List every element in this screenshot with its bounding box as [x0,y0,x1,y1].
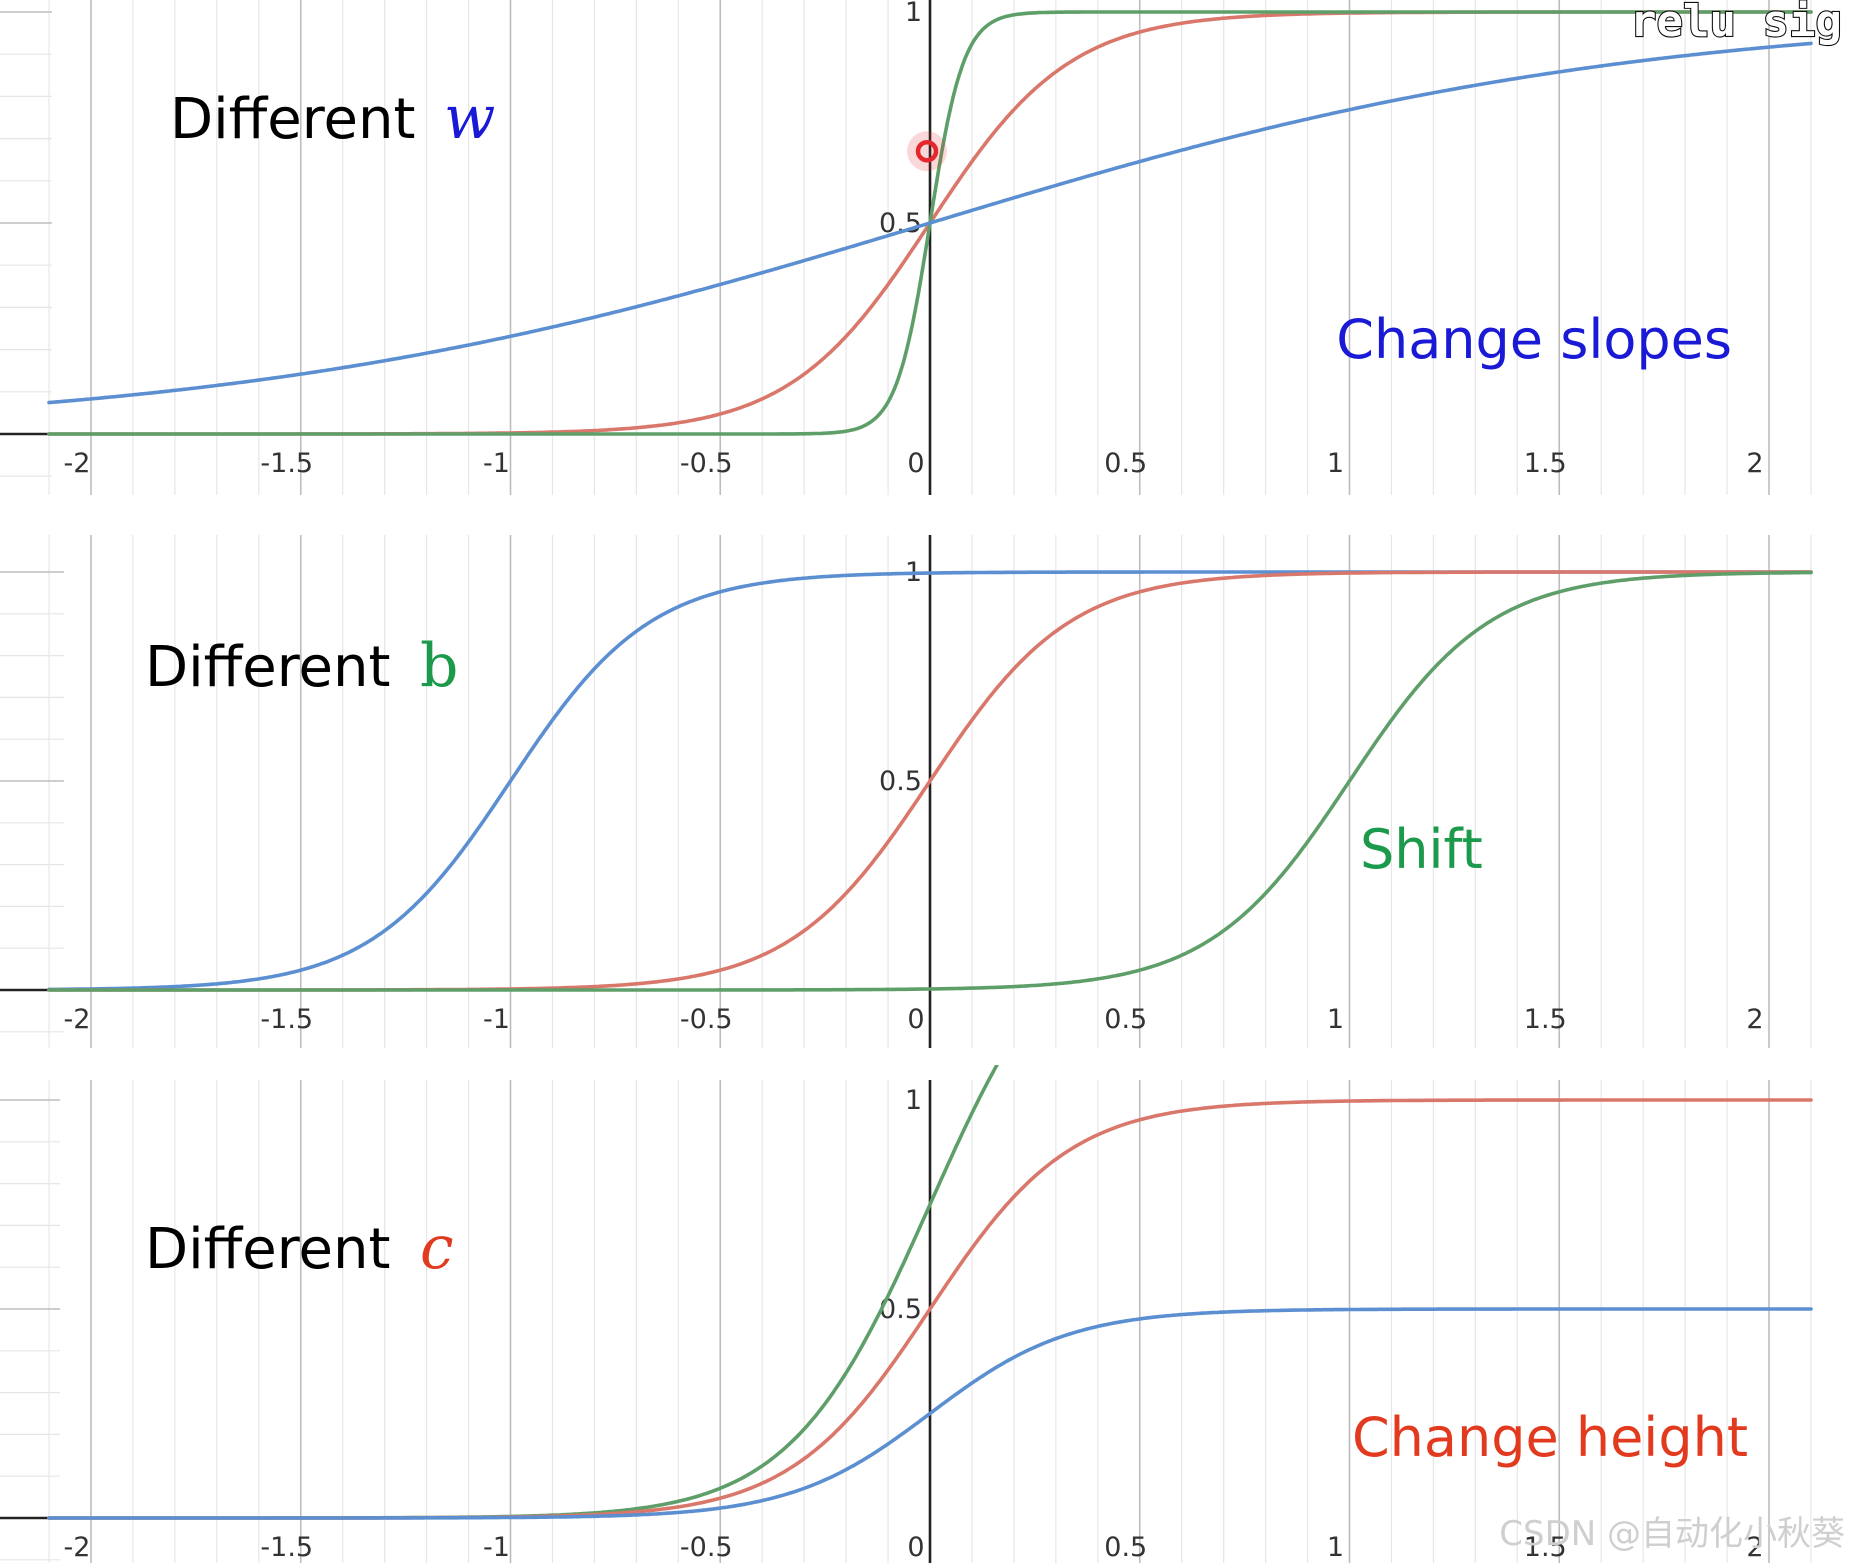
x-tick-label: 0.5 [1104,1532,1147,1563]
x-tick-label: -1.5 [260,1004,313,1035]
y-tick-label: 1 [905,1085,922,1116]
x-tick-label: -1.5 [260,448,313,479]
panel-variable: b [420,631,458,701]
x-tick-label: 0 [907,1532,924,1563]
x-tick-label: -1 [483,1532,510,1563]
x-tick-label: -0.5 [680,1004,733,1035]
grid [0,0,1812,495]
y-tick-labels: 0.51 [879,1085,922,1325]
panel-label: Different [170,87,415,152]
x-tick-labels: -2 -1.5 -1 -0.5 0 0.5 1 1.5 2 [64,1004,1764,1035]
x-tick-label: 0.5 [1104,448,1147,479]
y-tick-label: 1 [905,0,922,28]
x-tick-label: 2 [1746,448,1763,479]
x-tick-label: 2 [1746,1004,1763,1035]
panel-label: Different [145,635,390,700]
x-tick-label: 1 [1327,448,1344,479]
x-tick-label: -0.5 [680,448,733,479]
x-tick-label: 0 [907,1004,924,1035]
series-line-green [47,570,1813,992]
x-tick-label: 0.5 [1104,1004,1147,1035]
y-tick-label: 0.5 [879,208,922,239]
overlay-caption: relu sig [1630,0,1842,47]
x-tick-labels: -2 -1.5 -1 -0.5 0 0.5 1 1.5 2 [64,448,1764,479]
x-tick-labels: -2 -1.5 -1 -0.5 0 0.5 1 1.5 2 [64,1532,1764,1563]
x-tick-label: 1.5 [1524,1004,1567,1035]
series-lines [47,570,1813,992]
grid [0,535,1812,1048]
watermark: CSDN @自动化小秋葵 [1499,1514,1845,1554]
panel-effect-label: Change height [1352,1406,1748,1469]
x-tick-label: -1 [483,1004,510,1035]
x-tick-label: -2 [64,1532,91,1563]
x-tick-label: 2 [1746,1532,1763,1563]
panel-effect-label: Shift [1360,818,1483,881]
x-tick-label: 1 [1327,1532,1344,1563]
series-line-blue [47,41,1813,405]
x-tick-label: -0.5 [680,1532,733,1563]
y-tick-labels: 0.51 [879,557,922,797]
panel-effect-label: Change slopes [1336,308,1732,371]
panel-label: Different [145,1217,390,1282]
series-line-blue [47,1307,1813,1520]
series-lines [47,10,1813,436]
panel-variable: c [420,1213,454,1283]
x-tick-label: -1.5 [260,1532,313,1563]
series-lines [47,1065,1813,1520]
x-tick-label: 1 [1327,1004,1344,1035]
x-tick-label: 1.5 [1524,448,1567,479]
x-tick-label: -1 [483,448,510,479]
y-tick-labels: 0.51 [879,0,922,239]
x-tick-label: 1.5 [1524,1532,1567,1563]
x-tick-label: -2 [64,448,91,479]
x-tick-label: 0 [907,448,924,479]
cursor-marker [907,131,947,172]
y-tick-label: 0.5 [879,766,922,797]
x-tick-label: -2 [64,1004,91,1035]
panel-variable: w [444,83,495,153]
